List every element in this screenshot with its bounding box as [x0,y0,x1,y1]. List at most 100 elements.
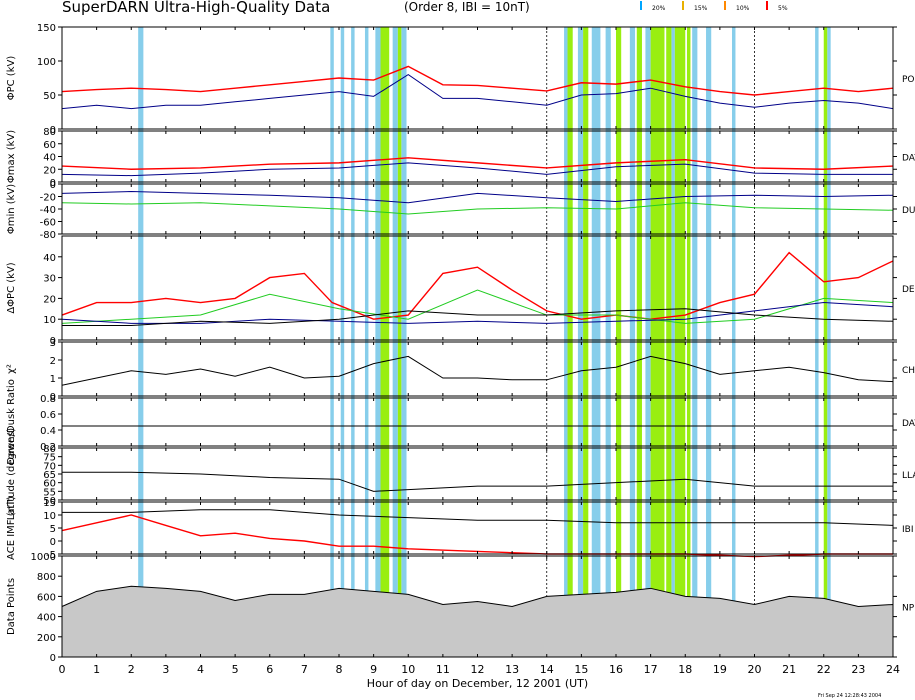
legend-swatch [682,1,684,10]
series-line-black [61,355,894,386]
x-tick-label: 1 [93,663,100,676]
y-axis-label: ΔΦPC (kV) [6,262,17,313]
panel-chi2: 0 1 2 3 χ² CH [6,338,915,403]
x-tick-label: 23 [851,663,865,676]
x-tick-label: 24 [886,663,900,676]
series-line-black [62,471,893,492]
data-points-area [61,585,894,658]
legend-swatch [640,1,642,10]
right-label: DAY [902,154,915,164]
panel-frame [61,235,894,341]
x-tick-label: 7 [301,663,308,676]
y-tick-label: 3 [50,338,56,349]
y-tick-label: 10 [43,315,56,326]
y-tick-label: 0 [50,125,56,136]
y-tick-label: 0 [50,392,56,403]
right-label: DE [902,285,915,295]
y-tick-label: 80 [43,444,56,455]
series-line-navy [61,74,894,110]
y-tick-label: 15 [43,498,56,509]
panel-delta_phi: 0 10 20 30 40 ΔΦPC (kV) DE [6,235,915,347]
x-tick-label: 12 [471,663,485,676]
chart-title: SuperDARN Ultra-High-Quality Data [62,0,331,16]
legend-label: 5% [778,5,788,12]
legend-swatch [724,1,726,10]
y-tick-label: 55 [43,487,56,498]
y-tick-label: 800 [37,572,56,583]
y-tick-label: 50 [43,496,56,507]
series-line-navy [61,190,894,204]
series-line-green [61,202,894,215]
legend-swatch [766,1,768,10]
y-tick-label: 200 [37,633,56,644]
right-label: DU [902,206,915,216]
x-tick-label: 8 [336,663,343,676]
series-line-navy [61,162,893,177]
y-tick-label: 80 [43,127,56,138]
y-tick-label: 0 [50,336,56,347]
y-tick-label: -40 [40,205,56,216]
x-axis-label: Hour of day on December, 12 2001 (UT) [367,677,588,690]
panel-frame [61,501,894,555]
y-tick-label: 400 [37,613,56,624]
panel-frame [61,130,894,183]
y-tick-label: 20 [43,294,56,305]
x-tick-label: 3 [162,663,169,676]
y-axis-label: ACE IMF (nT) [6,496,17,560]
panel-phi_pc: 0 50 100 150 ΦPC (kV) PO [6,23,915,136]
y-tick-label: 600 [37,592,56,603]
series-line-black [62,509,894,526]
series-line-navy [61,302,894,324]
x-tick-label: 13 [505,663,519,676]
y-axis-label: Dawn/Dusk Ratio [6,379,17,465]
x-tick-label: 14 [540,663,554,676]
x-tick-label: 20 [748,663,762,676]
y-tick-label: 0.6 [40,410,56,421]
y-tick-label: 75 [43,453,56,464]
x-tick-label: 19 [713,663,727,676]
y-tick-label: 2 [50,356,56,367]
y-tick-label: 0 [50,180,56,191]
x-tick-label: 21 [782,663,796,676]
right-label: CH [902,366,915,376]
y-tick-label: 150 [37,23,56,34]
series-line-red [61,157,894,170]
y-tick-label: 0 [50,178,56,189]
x-tick-label: 2 [128,663,135,676]
legend-label: 10% [736,5,750,12]
y-tick-label: -5 [46,550,56,561]
y-axis-label: Data Points [6,578,17,635]
panel-frame [61,26,894,130]
x-tick-label: 15 [574,663,588,676]
panel-phi_min: -80-60 -40-20 0 Φmin (kV) DU [6,180,915,241]
right-label: NP [902,604,915,614]
y-tick-label: 1000 [31,552,56,563]
y-tick-label: 1 [50,374,56,385]
y-tick-label: 100 [37,57,56,68]
y-tick-label: 0 [50,537,56,548]
series-line-green [61,289,894,324]
y-axis-label: Φmax (kV) [6,130,17,183]
series-line-red [61,65,894,96]
panel-data_points: 0 200 400 600 800 1000 Data Points NP [6,552,915,664]
x-tick-label: 17 [644,663,658,676]
y-tick-label: -60 [40,218,56,229]
y-tick-label: 0.8 [40,394,56,405]
y-tick-label: 30 [43,274,56,285]
right-label: IBI [902,525,913,535]
y-tick-label: 70 [43,461,56,472]
y-axis-label: χ² [6,364,17,374]
series-line-black [62,308,894,326]
chart-subtitle: (Order 8, IBI = 10nT) [404,0,530,14]
x-tick-label: 11 [436,663,450,676]
panel-frame [61,397,894,447]
y-tick-label: 5 [50,524,56,535]
series-line-red [61,251,894,320]
x-tick-label: 0 [59,663,66,676]
x-tick-label: 10 [401,663,415,676]
y-tick-label: 50 [43,91,56,102]
y-axis-label: Latitude (degrees) [6,428,17,520]
y-tick-label: -20 [40,193,56,204]
